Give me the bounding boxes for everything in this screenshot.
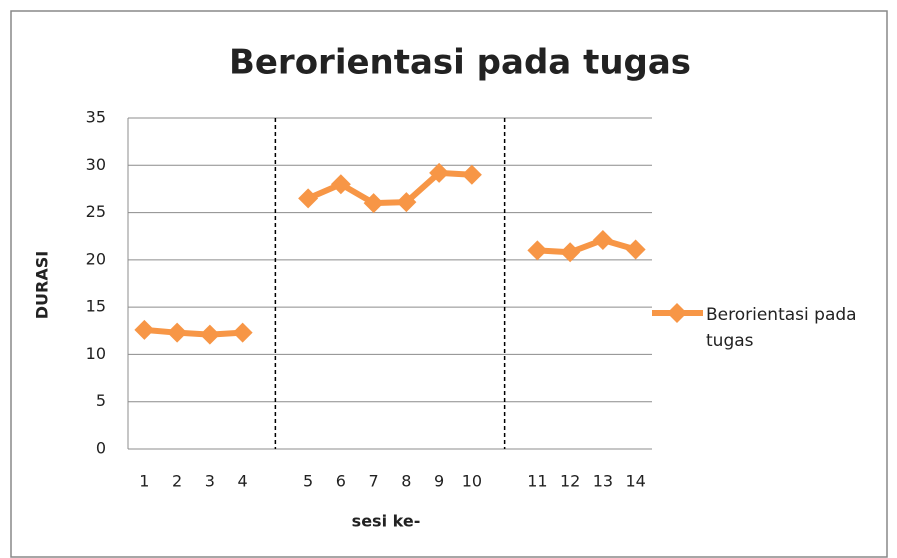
x-tick-label: 11 [527,472,547,491]
point-marker [363,193,384,214]
x-tick-label: 3 [205,472,215,491]
y-tick-label: 10 [86,344,106,363]
legend-marker [667,303,687,323]
point-marker [199,324,220,345]
x-tick-label: 7 [369,472,379,491]
point-marker [527,240,548,261]
point-marker [134,319,155,340]
point-marker [592,229,613,250]
y-axis-label: DURASI [33,251,52,319]
x-tick-label: 14 [625,472,645,491]
x-tick-label: 8 [401,472,411,491]
x-tick-label: 5 [303,472,313,491]
point-marker [461,164,482,185]
point-marker [232,322,253,343]
x-tick-label: 4 [238,472,248,491]
point-marker [167,322,188,343]
point-marker [560,242,581,263]
point-marker [625,239,646,260]
x-tick-label: 10 [462,472,482,491]
x-tick-label: 9 [434,472,444,491]
legend-label: Berorientasi pada tugas [706,305,857,351]
x-axis-label: sesi ke- [352,512,421,531]
y-tick-label: 20 [86,249,106,268]
x-tick-label: 1 [139,472,149,491]
y-tick-label: 25 [86,202,106,221]
chart-frame [10,10,888,558]
point-marker [396,192,417,213]
chart-title: Berorientasi pada tugas [229,43,691,83]
point-marker [298,188,319,209]
y-tick-label: 15 [86,297,106,316]
y-tick-label: 30 [86,155,106,174]
point-marker [429,162,450,183]
y-tick-label: 35 [86,108,106,127]
y-tick-label: 0 [96,439,106,458]
y-tick-label: 5 [96,391,106,410]
x-tick-label: 6 [336,472,346,491]
x-tick-label: 12 [560,472,580,491]
x-tick-label: 2 [172,472,182,491]
point-marker [330,174,351,195]
x-tick-label: 13 [593,472,613,491]
